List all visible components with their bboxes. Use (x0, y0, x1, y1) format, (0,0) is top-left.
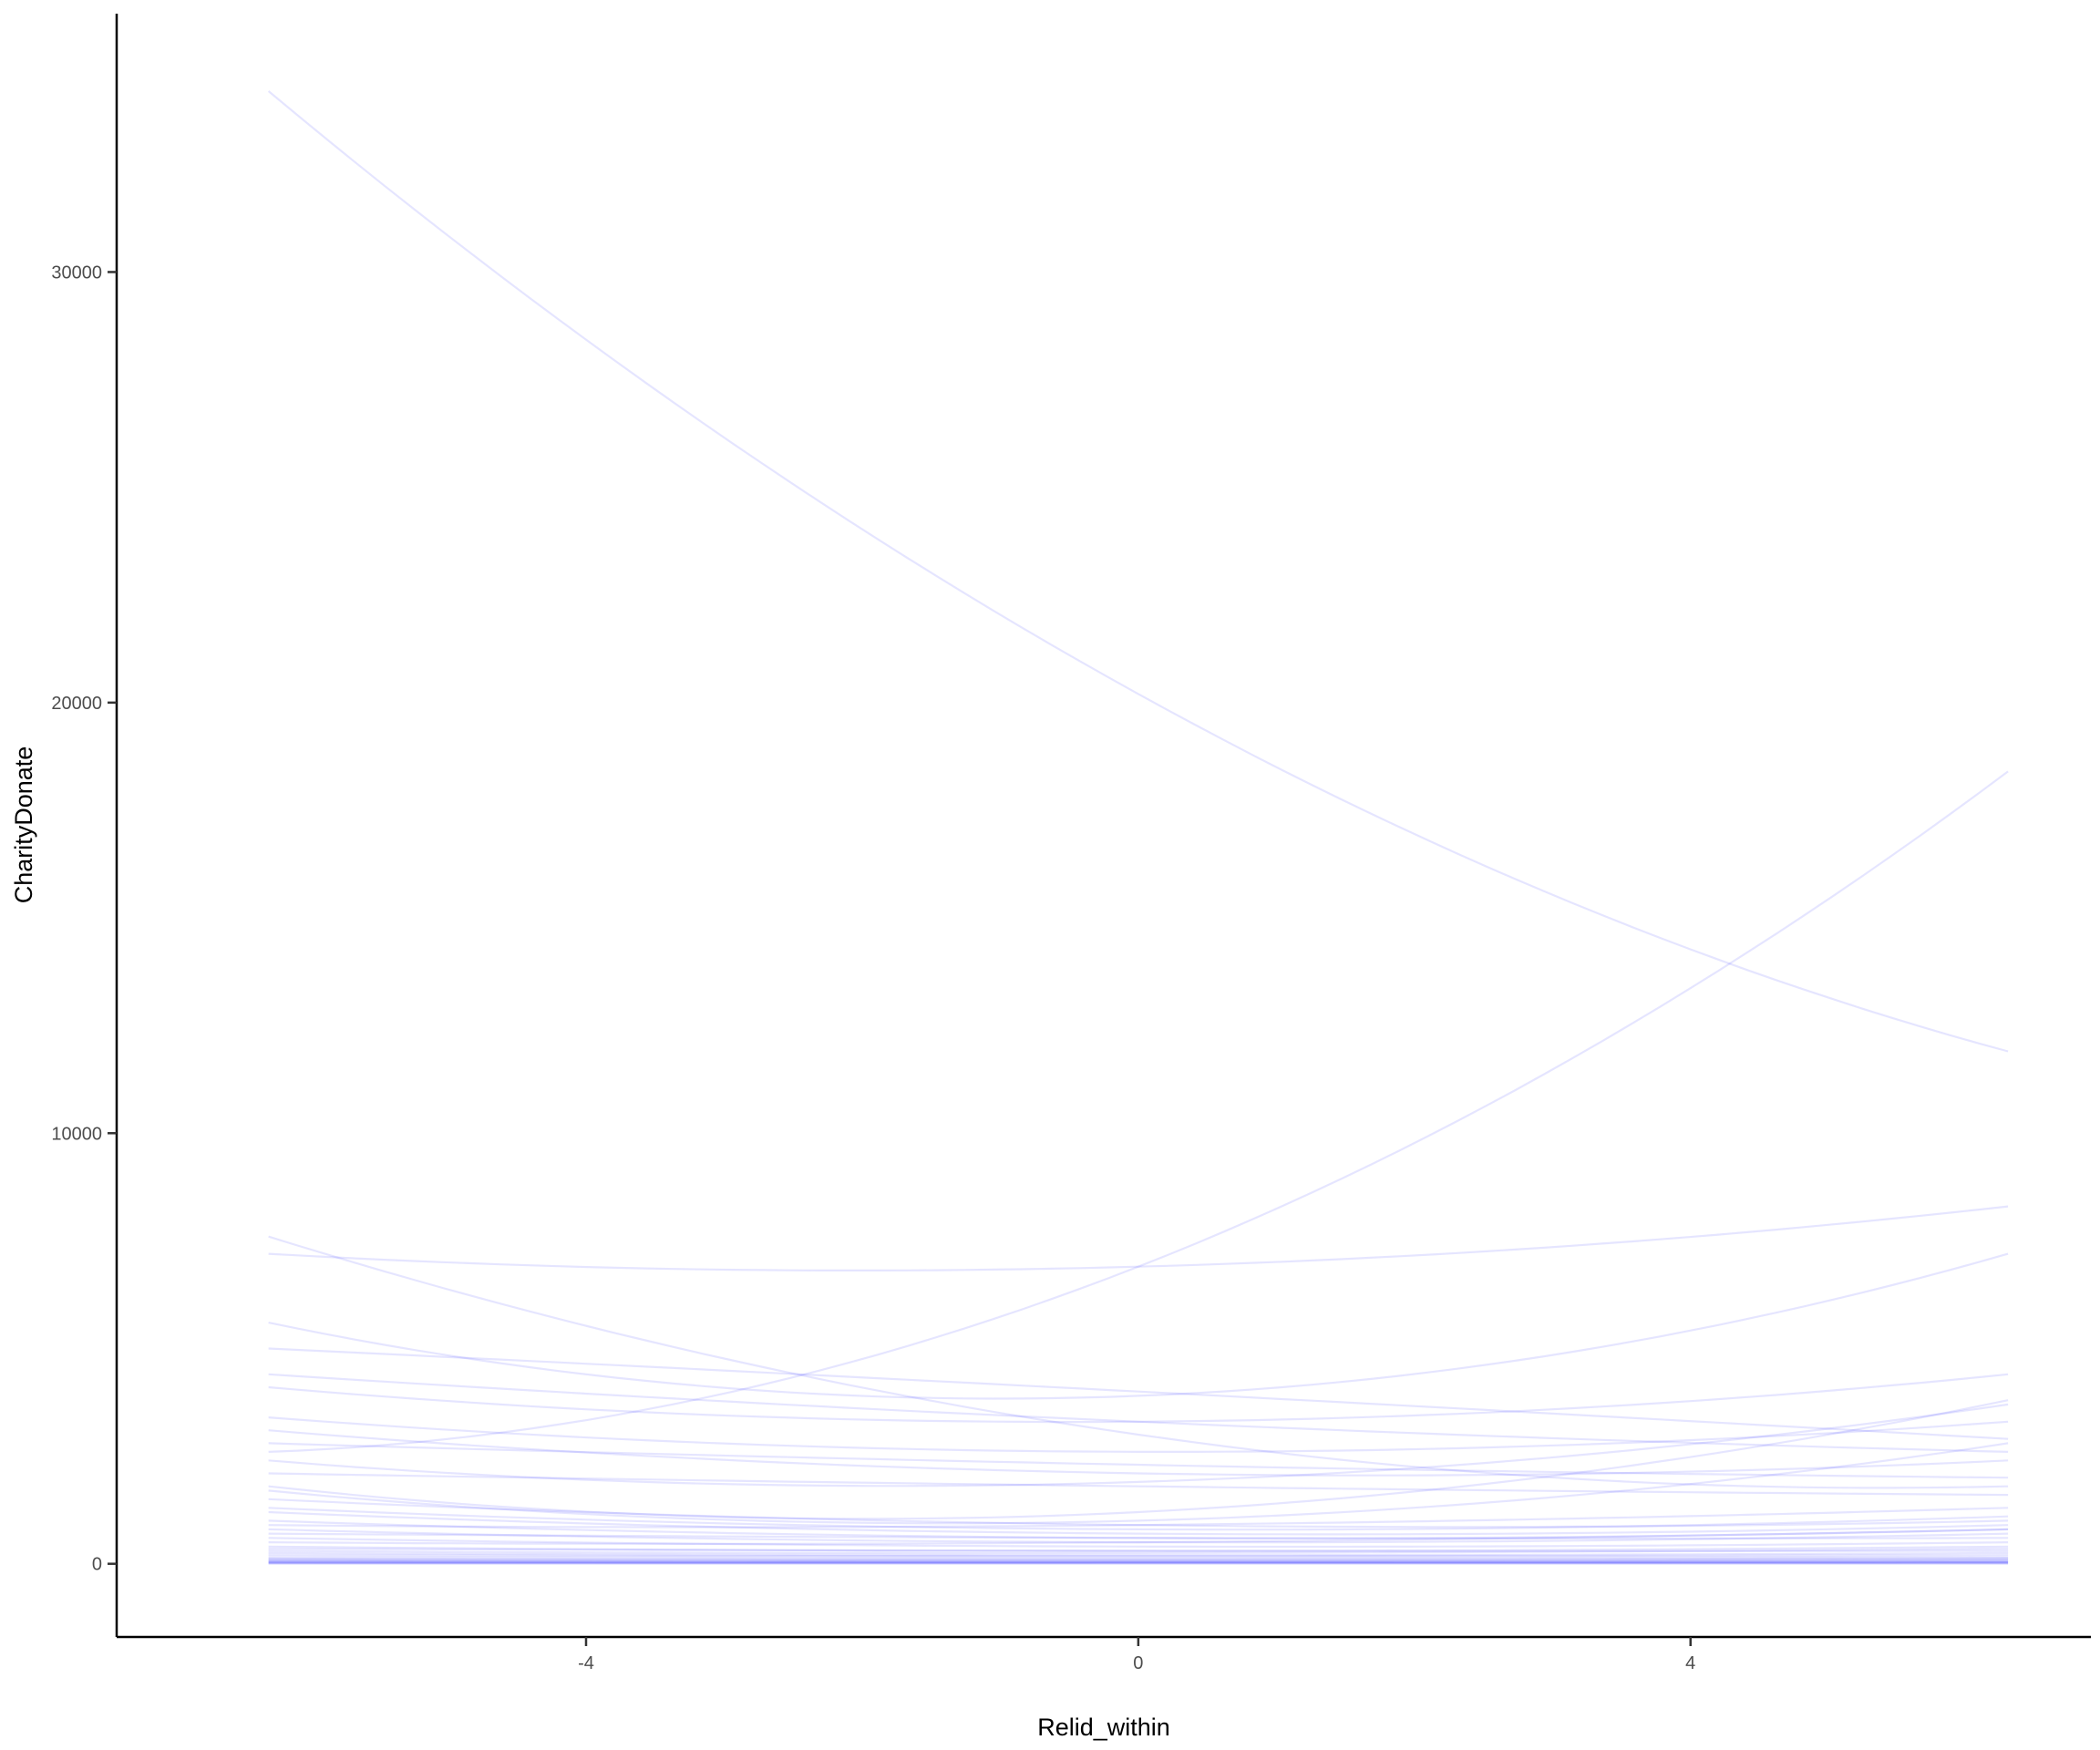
series-line-19 (268, 1519, 2009, 1539)
series-line-15 (268, 1442, 2009, 1525)
series-line-9 (268, 1416, 2009, 1454)
series-line-3 (268, 1205, 2009, 1272)
x-tick-label: 0 (1133, 1653, 1143, 1673)
series-line-35 (268, 1560, 2009, 1563)
y-ticks: 0 10000 20000 30000 (51, 262, 117, 1575)
series-line-20 (268, 1507, 2009, 1529)
series-line-29 (268, 1554, 2009, 1558)
series-line-7 (268, 1373, 2009, 1453)
x-ticks: -4 0 4 (578, 1637, 1695, 1673)
series-line-8 (268, 1373, 2009, 1424)
series-line-4 (268, 1252, 2009, 1400)
series-group (267, 90, 2009, 1565)
series-line-28 (268, 1551, 2009, 1557)
series-line-2 (268, 770, 2009, 1453)
y-tick-label: 0 (92, 1555, 102, 1575)
y-tick-label: 30000 (51, 262, 102, 283)
series-line-31 (268, 1557, 2009, 1560)
series-line-27 (268, 1548, 2009, 1555)
x-tick-label: 4 (1685, 1653, 1695, 1673)
x-axis-title: Relid_within (1037, 1714, 1170, 1741)
y-tick-label: 20000 (51, 694, 102, 714)
x-tick-label: -4 (578, 1653, 594, 1673)
series-line-13 (268, 1472, 2009, 1497)
series-line-11 (268, 1442, 2009, 1479)
series-line-22 (268, 1532, 2009, 1540)
series-line-6 (268, 1347, 2009, 1440)
series-line-17 (268, 1507, 2009, 1531)
plot-area (267, 90, 2009, 1565)
series-line-21 (268, 1528, 2009, 1544)
series-line-16 (268, 1498, 2009, 1529)
series-line-5 (268, 1235, 2009, 1489)
series-line-26 (268, 1548, 2009, 1552)
series-line-1 (267, 90, 2009, 1053)
series-line-12 (268, 1403, 2009, 1488)
series-line-18 (268, 1510, 2009, 1536)
series-line-14 (268, 1399, 2009, 1520)
y-axis-title: CharityDonate (10, 746, 37, 904)
series-line-24 (268, 1528, 2009, 1545)
y-tick-label: 10000 (51, 1124, 102, 1144)
series-line-25 (268, 1545, 2009, 1552)
series-line-10 (268, 1429, 2009, 1477)
series-line-23 (268, 1537, 2009, 1549)
